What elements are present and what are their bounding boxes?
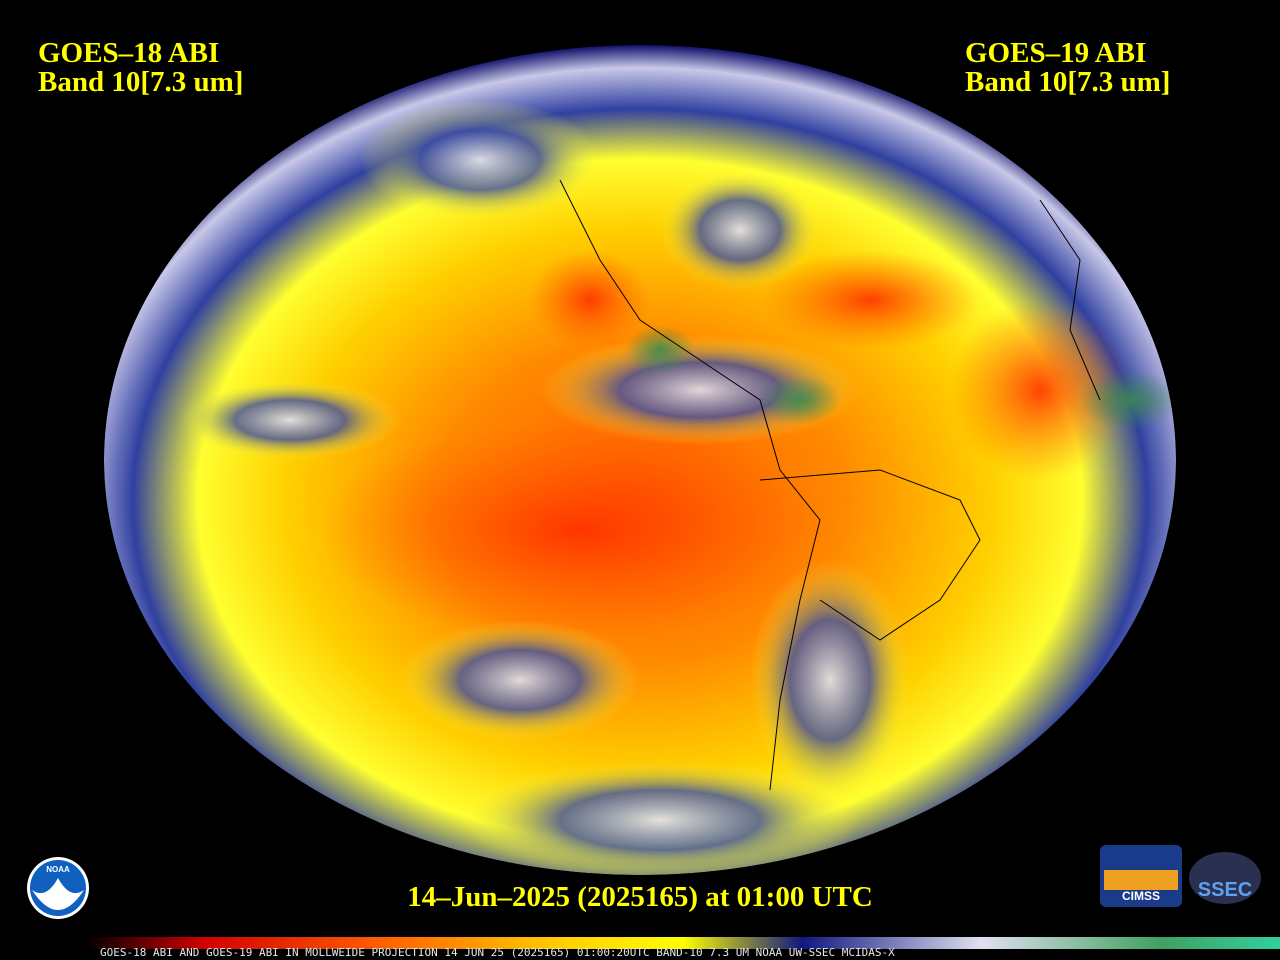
logo-text: CIMSS	[1122, 889, 1160, 903]
logo-text: NOAA	[46, 865, 70, 874]
dry-region	[760, 250, 980, 350]
coastline	[759, 469, 981, 641]
moist-region	[460, 760, 860, 875]
moist-region	[360, 100, 600, 220]
moist-region	[1080, 370, 1176, 430]
moist-region	[400, 620, 640, 740]
logo-globe	[1189, 852, 1261, 904]
dry-region	[320, 420, 840, 640]
logo-text: SSEC	[1198, 879, 1252, 901]
color-bar	[85, 937, 1280, 949]
moist-region	[625, 325, 695, 375]
moist-region	[760, 375, 840, 425]
left-satellite: GOES–18 ABI	[38, 37, 219, 69]
cimss-logo: CIMSS	[1100, 845, 1182, 907]
earth-disk	[104, 45, 1176, 875]
footer: GOES-18 ABI AND GOES-19 ABI IN MOLLWEIDE…	[100, 946, 895, 959]
coastline	[1039, 199, 1101, 401]
left-band: Band 10[7.3 um]	[38, 66, 243, 98]
coastline	[559, 179, 821, 791]
right-band: Band 10[7.3 um]	[965, 66, 1170, 98]
dry-region	[530, 250, 650, 350]
right-satellite: GOES–19 ABI	[965, 37, 1146, 69]
moist-region	[180, 380, 400, 460]
noaa-logo: NOAA	[27, 857, 89, 919]
ssec-logo: SSEC	[1189, 852, 1261, 904]
timestamp: 14–Jun–2025 (2025165) at 01:00 UTC	[407, 881, 873, 913]
moist-region	[750, 560, 910, 800]
moist-region	[660, 170, 820, 290]
dry-region	[950, 300, 1130, 480]
logo-bird	[32, 878, 84, 910]
logo-band	[1104, 870, 1178, 890]
